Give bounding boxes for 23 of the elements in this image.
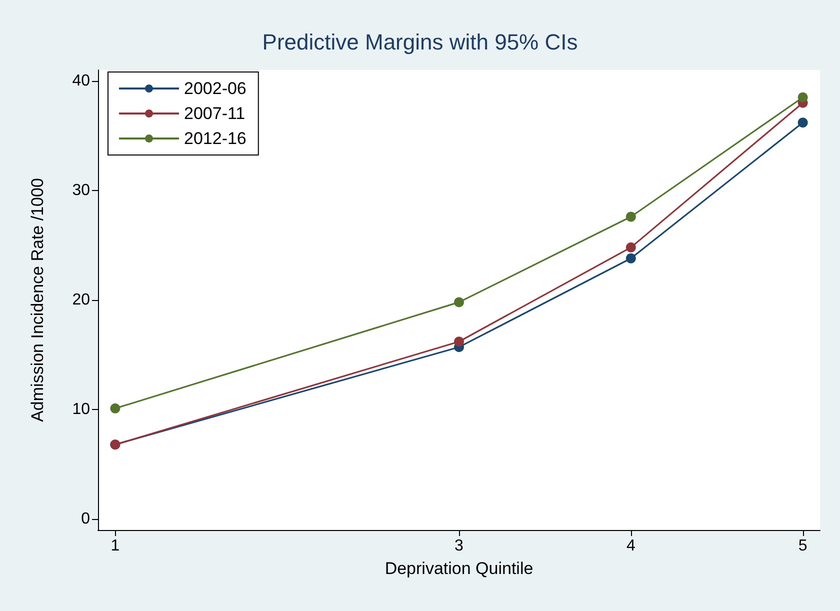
y-tick-label: 30 bbox=[72, 182, 90, 199]
x-tick-label: 5 bbox=[798, 538, 808, 554]
point bbox=[626, 212, 636, 222]
point bbox=[626, 242, 636, 252]
chart-title: Predictive Margins with 95% CIs bbox=[262, 30, 578, 54]
y-tick-label: 20 bbox=[72, 292, 90, 308]
legend-label: 2012-16 bbox=[184, 129, 246, 148]
x-axis-title: Deprivation Quintile bbox=[384, 559, 534, 578]
point bbox=[454, 297, 464, 308]
x-tick-label: 3 bbox=[454, 538, 464, 554]
y-tick-label: 0 bbox=[81, 510, 90, 528]
point bbox=[798, 118, 808, 128]
x-tick-label: 4 bbox=[626, 538, 636, 554]
y-axis-title: Admission Incidence Rate /1000 bbox=[28, 178, 47, 422]
x-tick-label: 1 bbox=[110, 538, 120, 554]
legend-label: 2002-06 bbox=[184, 79, 246, 98]
y-tick-label: 10 bbox=[72, 401, 90, 418]
y-tick-label: 40 bbox=[72, 72, 90, 90]
legend-label: 2007-11 bbox=[184, 104, 246, 123]
point bbox=[798, 92, 808, 102]
point bbox=[626, 253, 636, 264]
point bbox=[454, 336, 464, 347]
point bbox=[110, 403, 120, 414]
